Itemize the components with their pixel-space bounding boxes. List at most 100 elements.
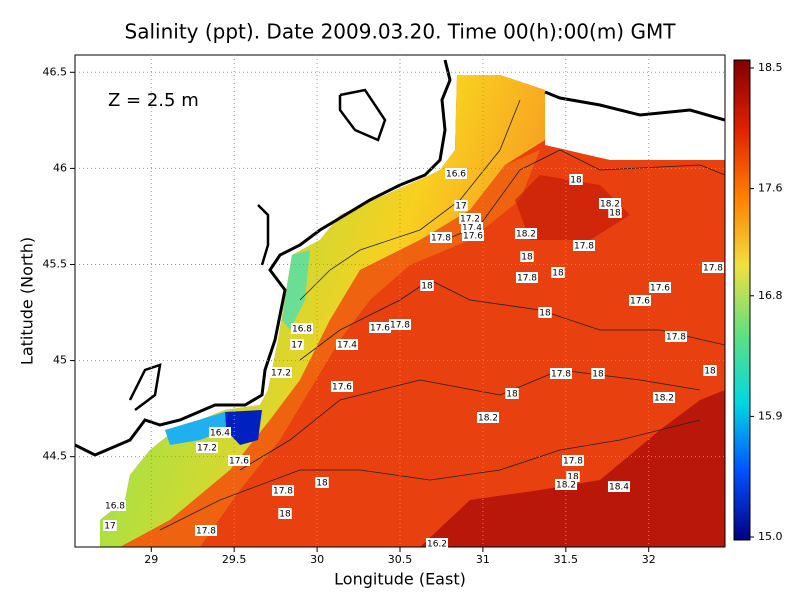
x-tick-label: 30 [310,553,324,566]
contour-label-text: 17.8 [703,264,723,274]
contour-label: 17.8 [572,240,596,252]
contour-label: 18.2 [652,392,676,404]
contour-label: 18 [315,477,329,489]
contour-label: 17 [290,339,304,351]
contour-label: 16.6 [444,168,468,180]
lagoon-outline [257,204,270,266]
contour-label: 17.6 [628,295,652,307]
contour-label-text: 16.4 [210,429,230,439]
colorbar-tick-label: 18.5 [758,61,783,74]
depth-annotation: Z = 2.5 m [108,90,199,111]
x-tick-label: 31.5 [554,553,579,566]
contour-label: 17 [454,200,468,212]
colorbar-tick-label: 15.0 [758,530,783,543]
coastline [75,59,452,457]
y-tick-label: 46 [53,161,67,174]
contour-label-box [572,240,596,251]
contour-label-text: 18 [316,479,328,489]
contour-label-text: 17.8 [574,242,594,252]
contour-label-text: 17.2 [197,444,217,454]
contour-label: 17.8 [664,331,688,343]
x-tick-label: 29.5 [222,553,247,566]
island-outline [338,88,387,142]
contour-label-text: 17.8 [666,333,686,343]
contour-label-box [454,200,468,211]
contour-label-text: 17.8 [273,487,293,497]
contour-label-box [388,319,412,330]
contour-label-box [103,500,127,511]
contour-label: 16.4 [208,427,232,439]
contour-label-text: 18 [421,282,433,292]
contour-label-box [628,295,652,306]
contour-label: 17.6 [227,455,251,467]
contour-label: 16.8 [103,500,127,512]
contour-label-text: 18 [521,253,533,263]
contour-label-box [420,280,434,291]
contour-label-text: 18 [609,209,621,219]
contour-label-text: 17 [291,341,302,351]
contour-label-box [458,213,482,224]
contour-label: 17.8 [561,455,585,467]
contour-label: 18 [608,207,622,219]
contour-label: 17.8 [549,368,573,380]
contour-label-box [591,368,605,379]
contour [159,419,701,531]
colorbar-tick-label: 16.8 [758,289,783,302]
colorbar-tick-label: 15.9 [758,409,783,422]
contour-label: 17.8 [701,262,725,274]
contour-label-box [269,367,293,378]
y-axis-label: Latitude (North) [18,237,37,365]
contour-label: 17.6 [330,381,354,393]
fresh-plume-edge [165,412,226,445]
x-axis-label: Longitude (East) [334,570,466,589]
contour-label-box [554,479,578,490]
contour-label-box [461,230,485,241]
contour-label-text: 17.8 [517,274,537,284]
contour-label: 16.8 [290,323,314,335]
contour-label-box [598,198,622,209]
contour-label-box [290,323,314,334]
contour-label-box [195,442,219,453]
y-tick-label: 46.5 [43,65,68,78]
contour [299,279,725,361]
contour-label-box [515,272,539,283]
high-salinity-north [515,175,630,240]
contour-label-box [561,455,585,466]
contour-label-box [566,471,580,482]
contour-label-text: 18.2 [654,394,674,404]
contour-label-text: 17.6 [463,232,483,242]
contour-label-text: 18 [539,309,551,319]
contour-label-box [335,339,359,350]
x-tick-label: 29 [144,553,158,566]
contour-label-box [425,538,449,549]
contour-label-text: 17.6 [650,284,670,294]
contour-label-box [208,427,232,438]
contour-label: 17.6 [461,230,485,242]
contour-label-box [444,168,468,179]
colorbar [733,59,751,541]
contour-label-text: 18 [567,473,579,483]
y-tick-label: 45 [53,354,67,367]
contour-label: 17.4 [335,339,359,351]
colorbar-tick-label: 17.6 [758,182,783,195]
contour-label: 18.2 [476,412,500,424]
contour-label-box [664,331,688,342]
contour-label-text: 18 [506,390,518,400]
contour-label-text: 17.6 [630,297,650,307]
orange-band [120,150,540,547]
contour-label-box [330,381,354,392]
contour-label-text: 18 [570,176,582,186]
contour-label: 18 [420,280,434,292]
contour-label-box [652,392,676,403]
contour-label-box [648,282,672,293]
contour-label-box [271,485,295,496]
contour-label-text: 17 [104,522,115,532]
contour-label-box [290,339,304,350]
contour-label: 18.4 [607,481,631,493]
contour-label-text: 18.4 [609,483,629,493]
contour-label: 17.2 [195,442,219,454]
contour-label: 17.8 [429,232,453,244]
contour-label-box [315,477,329,488]
contour-label: 17.8 [388,319,412,331]
